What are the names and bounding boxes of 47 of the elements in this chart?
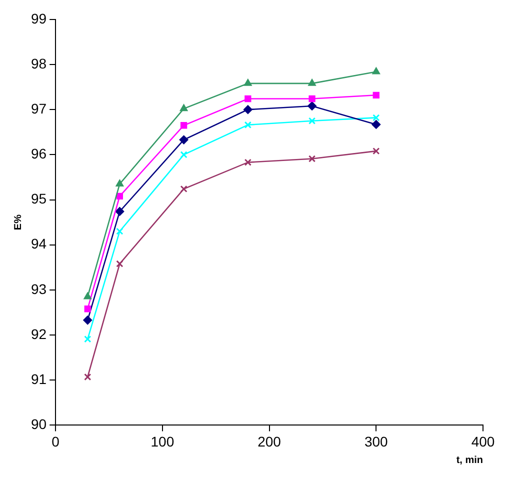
point bbox=[308, 117, 316, 124]
x-axis-title: t, min bbox=[456, 454, 483, 466]
point bbox=[244, 158, 252, 166]
y-tick-label: 91 bbox=[30, 370, 47, 387]
point bbox=[84, 373, 92, 381]
y-tick-label: 99 bbox=[30, 10, 47, 26]
point bbox=[115, 206, 124, 216]
point bbox=[83, 316, 92, 325]
point bbox=[116, 228, 124, 235]
y-tick-label: 93 bbox=[30, 280, 47, 297]
point bbox=[179, 135, 188, 144]
x-tick-label: 100 bbox=[150, 433, 174, 450]
y-tick-label: 92 bbox=[30, 326, 47, 342]
point bbox=[180, 185, 188, 193]
point bbox=[308, 101, 317, 110]
point bbox=[308, 155, 316, 162]
point bbox=[116, 179, 124, 186]
point bbox=[84, 292, 92, 300]
point bbox=[244, 121, 252, 128]
point bbox=[116, 260, 124, 268]
point bbox=[243, 105, 252, 114]
y-tick-label: 95 bbox=[30, 190, 47, 207]
point bbox=[84, 306, 91, 312]
point bbox=[180, 151, 188, 158]
y-tick-label: 90 bbox=[30, 416, 47, 432]
point bbox=[180, 122, 188, 129]
x-tick-label: 200 bbox=[258, 433, 282, 450]
point bbox=[372, 67, 380, 74]
point bbox=[244, 78, 252, 86]
y-tick-label: 97 bbox=[30, 100, 47, 116]
point bbox=[308, 95, 316, 102]
point bbox=[372, 92, 380, 98]
point bbox=[308, 78, 316, 86]
point bbox=[84, 336, 92, 343]
point bbox=[180, 104, 188, 112]
point bbox=[372, 120, 381, 129]
y-tick-label: 96 bbox=[30, 146, 47, 162]
y-tick-label: 98 bbox=[30, 55, 47, 72]
x-tick-label: 400 bbox=[471, 433, 495, 450]
y-axis-title: E% bbox=[12, 214, 24, 230]
y-tick-label: 94 bbox=[30, 236, 47, 252]
point bbox=[116, 192, 124, 200]
x-tick-label: 300 bbox=[364, 433, 388, 450]
x-tick-label: 0 bbox=[52, 433, 60, 450]
point bbox=[372, 147, 380, 155]
point bbox=[372, 114, 380, 122]
point bbox=[244, 95, 252, 102]
